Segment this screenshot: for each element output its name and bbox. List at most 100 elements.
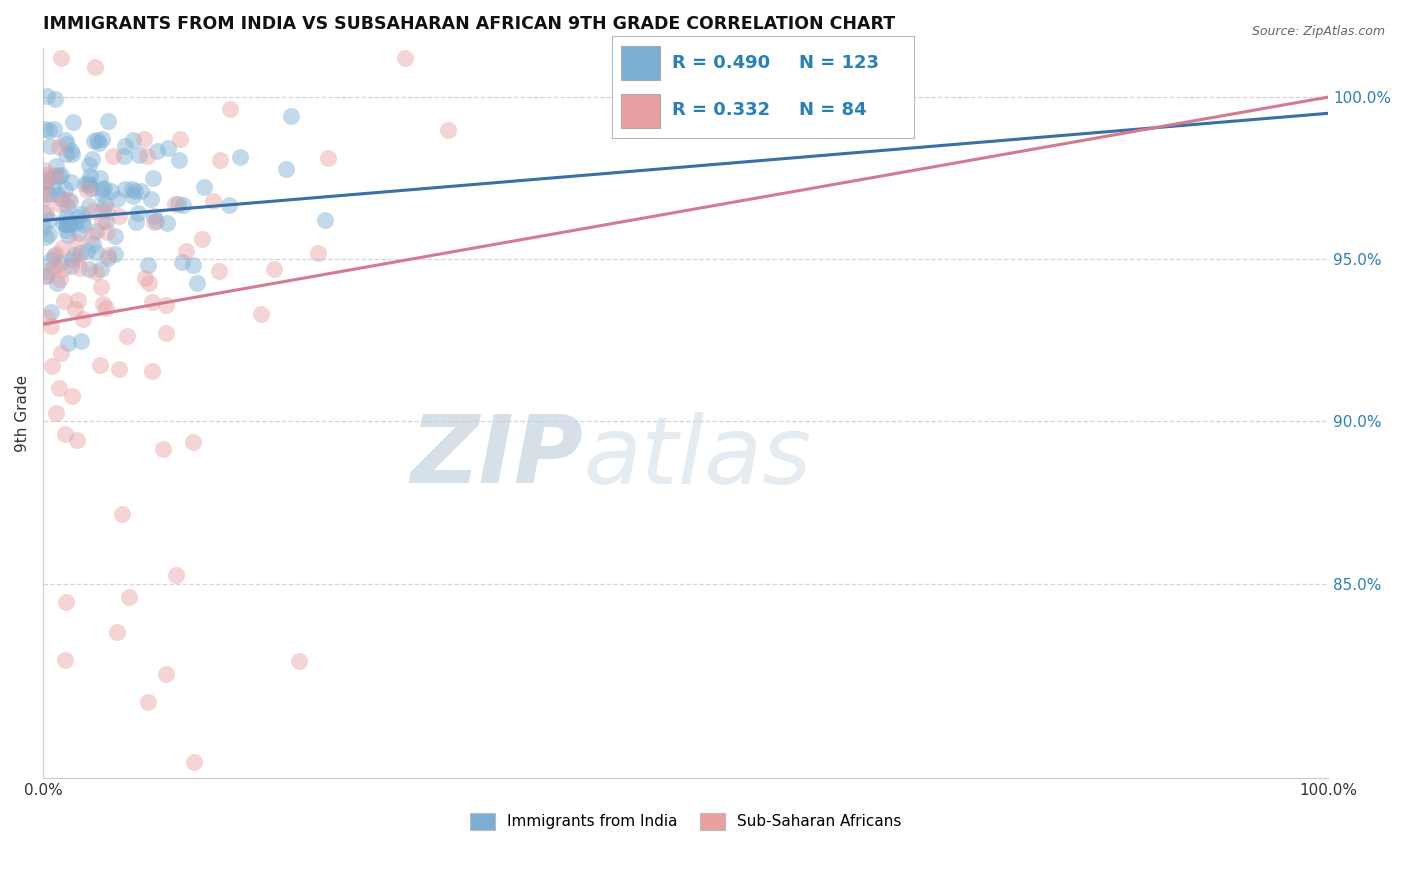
Immigrants from India — [76, 176, 98, 190]
Immigrants from India — [280, 109, 302, 123]
Sub-Saharan Africans — [219, 102, 242, 116]
Immigrants from India — [139, 192, 162, 206]
Immigrants from India — [96, 214, 118, 228]
Immigrants from India — [55, 217, 77, 231]
Immigrants from India — [125, 215, 148, 229]
Immigrants from India — [66, 210, 89, 224]
Sub-Saharan Africans — [69, 261, 91, 276]
Sub-Saharan Africans — [37, 310, 59, 325]
Y-axis label: 9th Grade: 9th Grade — [15, 375, 30, 452]
Immigrants from India — [79, 178, 101, 192]
Immigrants from India — [59, 216, 82, 230]
Immigrants from India — [35, 230, 58, 244]
Immigrants from India — [59, 144, 82, 158]
Immigrants from India — [79, 181, 101, 195]
Immigrants from India — [60, 175, 83, 189]
Immigrants from India — [167, 197, 190, 211]
Sub-Saharan Africans — [37, 268, 59, 282]
Immigrants from India — [34, 207, 56, 221]
Immigrants from India — [89, 261, 111, 276]
Immigrants from India — [82, 237, 104, 252]
Immigrants from India — [34, 122, 56, 136]
Immigrants from India — [90, 182, 112, 196]
FancyBboxPatch shape — [620, 46, 659, 79]
Immigrants from India — [58, 335, 80, 350]
Sub-Saharan Africans — [84, 60, 107, 74]
Immigrants from India — [107, 192, 129, 206]
Sub-Saharan Africans — [136, 149, 159, 163]
Immigrants from India — [55, 146, 77, 161]
Sub-Saharan Africans — [132, 131, 155, 145]
Immigrants from India — [69, 207, 91, 221]
Sub-Saharan Africans — [169, 132, 191, 146]
Immigrants from India — [79, 261, 101, 276]
Immigrants from India — [48, 169, 70, 183]
Immigrants from India — [84, 244, 107, 259]
Immigrants from India — [55, 137, 77, 152]
Immigrants from India — [128, 147, 150, 161]
Sub-Saharan Africans — [208, 264, 231, 278]
Sub-Saharan Africans — [51, 241, 73, 255]
Sub-Saharan Africans — [155, 298, 177, 312]
Immigrants from India — [86, 133, 108, 147]
Sub-Saharan Africans — [138, 276, 160, 290]
Immigrants from India — [73, 177, 96, 191]
Immigrants from India — [76, 244, 98, 259]
Immigrants from India — [93, 181, 115, 195]
Immigrants from India — [62, 115, 84, 129]
Immigrants from India — [51, 192, 73, 206]
Immigrants from India — [59, 259, 82, 273]
Immigrants from India — [38, 123, 60, 137]
Sub-Saharan Africans — [48, 140, 70, 154]
Immigrants from India — [87, 136, 110, 150]
Immigrants from India — [59, 194, 82, 209]
Immigrants from India — [136, 258, 159, 272]
Immigrants from India — [45, 159, 67, 173]
Immigrants from India — [37, 264, 59, 278]
Immigrants from India — [94, 197, 117, 211]
Sub-Saharan Africans — [89, 358, 111, 372]
Immigrants from India — [37, 88, 59, 103]
Text: atlas: atlas — [583, 411, 811, 502]
Immigrants from India — [104, 247, 127, 261]
Sub-Saharan Africans — [141, 295, 163, 310]
Immigrants from India — [63, 217, 86, 231]
Sub-Saharan Africans — [76, 183, 98, 197]
Immigrants from India — [82, 152, 104, 166]
Sub-Saharan Africans — [67, 293, 90, 307]
Sub-Saharan Africans — [63, 301, 86, 316]
Sub-Saharan Africans — [96, 225, 118, 239]
Immigrants from India — [122, 188, 145, 202]
Sub-Saharan Africans — [82, 203, 104, 218]
Immigrants from India — [79, 169, 101, 183]
Sub-Saharan Africans — [91, 214, 114, 228]
Sub-Saharan Africans — [32, 163, 55, 178]
Sub-Saharan Africans — [263, 262, 285, 277]
Immigrants from India — [97, 251, 120, 265]
Immigrants from India — [35, 172, 58, 186]
Sub-Saharan Africans — [60, 389, 83, 403]
Immigrants from India — [46, 186, 69, 201]
Sub-Saharan Africans — [84, 265, 107, 279]
Sub-Saharan Africans — [208, 153, 231, 168]
Immigrants from India — [35, 187, 58, 202]
Immigrants from India — [67, 227, 90, 241]
Sub-Saharan Africans — [34, 191, 56, 205]
Immigrants from India — [124, 185, 146, 199]
Sub-Saharan Africans — [97, 248, 120, 262]
Immigrants from India — [186, 277, 208, 291]
Text: R = 0.490: R = 0.490 — [672, 54, 770, 72]
Sub-Saharan Africans — [163, 196, 186, 211]
Immigrants from India — [58, 217, 80, 231]
Immigrants from India — [79, 199, 101, 213]
Sub-Saharan Africans — [136, 695, 159, 709]
Sub-Saharan Africans — [134, 271, 156, 285]
Immigrants from India — [60, 252, 83, 266]
Immigrants from India — [91, 202, 114, 217]
Immigrants from India — [56, 199, 79, 213]
Sub-Saharan Africans — [96, 301, 118, 315]
Immigrants from India — [142, 209, 165, 223]
Sub-Saharan Africans — [53, 293, 76, 308]
Immigrants from India — [39, 304, 62, 318]
Immigrants from India — [32, 219, 55, 234]
